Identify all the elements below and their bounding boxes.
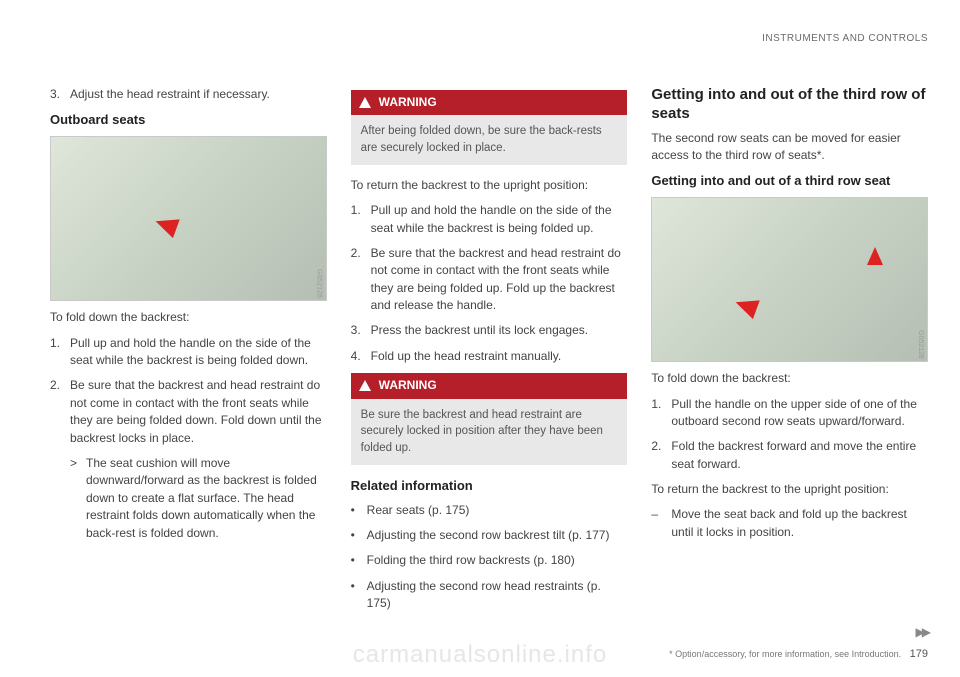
outboard-seats-heading: Outboard seats (50, 111, 327, 130)
warning-header: WARNING (351, 90, 628, 115)
list-number: 2. (651, 438, 671, 473)
list-item: 2. Fold the backrest forward and move th… (651, 438, 928, 473)
col1-subnote: > The seat cushion will move downward/fo… (70, 455, 327, 542)
fold-arrow-icon (153, 212, 181, 238)
list-text: Fold up the head restraint manually. (371, 348, 628, 365)
related-item: Adjusting the second row head restraints… (351, 578, 628, 613)
related-list: Rear seats (p. 175) Adjusting the second… (351, 502, 628, 613)
column-1: 3. Adjust the head restraint if necessar… (50, 30, 327, 620)
list-item: 3. Press the backrest until its lock eng… (351, 322, 628, 339)
list-item: 1. Pull the handle on the upper side of … (651, 396, 928, 431)
list-number: 1. (651, 396, 671, 431)
related-info-heading: Related information (351, 477, 628, 496)
list-number: 3. (50, 86, 70, 103)
warning-box-2: WARNING Be sure the backrest and head re… (351, 373, 628, 464)
continue-icon: ▶▶ (916, 624, 928, 641)
fold-intro: To fold down the backrest: (651, 370, 928, 387)
list-item: 1. Pull up and hold the handle on the si… (351, 202, 628, 237)
list-number: 3. (351, 322, 371, 339)
page-footer: * Option/accessory, for more information… (669, 647, 928, 663)
chevron-right-icon: > (70, 455, 86, 542)
third-row-intro: The second row seats can be moved for ea… (651, 130, 928, 165)
col1-pre-step-list: 3. Adjust the head restraint if necessar… (50, 86, 327, 103)
warning-box-1: WARNING After being folded down, be sure… (351, 90, 628, 165)
list-item: 2. Be sure that the backrest and head re… (351, 245, 628, 315)
image-code: G052126 (314, 269, 324, 298)
footer-note: * Option/accessory, for more information… (669, 649, 901, 659)
warning-label: WARNING (379, 94, 437, 111)
third-row-title: Getting into and out of the third row of… (651, 86, 928, 124)
warning-triangle-icon (359, 380, 371, 391)
outboard-seats-image: G052126 (50, 136, 327, 301)
list-text: Pull up and hold the handle on the side … (371, 202, 628, 237)
list-text: Press the backrest until its lock engage… (371, 322, 628, 339)
image-code: G052128 (915, 330, 925, 359)
third-row-sub: Getting into and out of a third row seat (651, 172, 928, 191)
list-text: Adjust the head restraint if necessary. (70, 86, 327, 103)
return-intro: To return the backrest to the upright po… (651, 481, 928, 498)
up-arrow-icon (867, 247, 883, 265)
return-intro: To return the backrest to the upright po… (351, 177, 628, 194)
list-text: Be sure that the backrest and head restr… (371, 245, 628, 315)
col3-steps: 1. Pull the handle on the upper side of … (651, 396, 928, 474)
list-number: 1. (50, 335, 70, 370)
related-item: Adjusting the second row backrest tilt (… (351, 527, 628, 544)
fold-intro: To fold down the backrest: (50, 309, 327, 326)
list-number: 2. (50, 377, 70, 447)
column-3: Getting into and out of the third row of… (651, 30, 928, 620)
page-number: 179 (910, 648, 928, 660)
return-step-text: Move the seat back and fold up the backr… (671, 506, 928, 541)
related-item: Folding the third row backrests (p. 180) (351, 552, 628, 569)
col2-steps: 1. Pull up and hold the handle on the si… (351, 202, 628, 365)
list-text: Be sure that the backrest and head restr… (70, 377, 327, 447)
section-header: INSTRUMENTS AND CONTROLS (762, 32, 928, 47)
warning-header: WARNING (351, 373, 628, 398)
third-row-image: G052128 (651, 197, 928, 362)
warning-label: WARNING (379, 377, 437, 394)
list-number: 1. (351, 202, 371, 237)
subnote-text: The seat cushion will move downward/forw… (86, 455, 327, 542)
list-number: 4. (351, 348, 371, 365)
list-text: Pull up and hold the handle on the side … (70, 335, 327, 370)
column-2: WARNING After being folded down, be sure… (351, 30, 628, 620)
col3-return-step: – Move the seat back and fold up the bac… (651, 506, 928, 541)
list-item: 2. Be sure that the backrest and head re… (50, 377, 327, 447)
list-text: Pull the handle on the upper side of one… (671, 396, 928, 431)
warning-body: Be sure the backrest and head restraint … (351, 399, 628, 465)
col1-step3: 3. Adjust the head restraint if necessar… (50, 86, 327, 103)
page-columns: 3. Adjust the head restraint if necessar… (0, 0, 960, 628)
warning-triangle-icon (359, 97, 371, 108)
dash-icon: – (651, 506, 671, 541)
list-item: 4. Fold up the head restraint manually. (351, 348, 628, 365)
warning-body: After being folded down, be sure the bac… (351, 115, 628, 164)
list-number: 2. (351, 245, 371, 315)
related-item: Rear seats (p. 175) (351, 502, 628, 519)
col1-steps: 1. Pull up and hold the handle on the si… (50, 335, 327, 447)
list-item: 1. Pull up and hold the handle on the si… (50, 335, 327, 370)
list-text: Fold the backrest forward and move the e… (671, 438, 928, 473)
fold-arrow-icon (732, 293, 760, 319)
